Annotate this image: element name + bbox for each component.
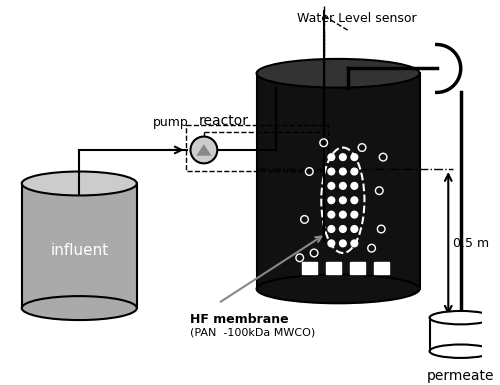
- Circle shape: [351, 240, 358, 247]
- Circle shape: [351, 197, 358, 204]
- Ellipse shape: [22, 171, 137, 196]
- Text: reactor: reactor: [199, 114, 249, 128]
- Text: permeate: permeate: [427, 370, 494, 383]
- Text: HF membrane: HF membrane: [190, 313, 288, 326]
- Circle shape: [328, 154, 334, 161]
- Circle shape: [190, 137, 218, 163]
- Text: 0.5 m: 0.5 m: [453, 237, 489, 250]
- Circle shape: [340, 168, 346, 175]
- Text: influent: influent: [50, 243, 108, 258]
- Bar: [302, 262, 317, 274]
- Circle shape: [351, 182, 358, 189]
- Bar: [326, 262, 341, 274]
- Circle shape: [328, 226, 334, 233]
- Polygon shape: [256, 73, 420, 289]
- Text: (PAN  -100kDa MWCO): (PAN -100kDa MWCO): [190, 327, 315, 337]
- Circle shape: [340, 154, 346, 161]
- Circle shape: [351, 154, 358, 161]
- Circle shape: [328, 197, 334, 204]
- Circle shape: [351, 168, 358, 175]
- Circle shape: [351, 211, 358, 218]
- Circle shape: [340, 211, 346, 218]
- Circle shape: [340, 197, 346, 204]
- Circle shape: [328, 168, 334, 175]
- Ellipse shape: [256, 275, 420, 303]
- Circle shape: [340, 226, 346, 233]
- Polygon shape: [196, 144, 212, 156]
- Text: pump: pump: [152, 116, 188, 129]
- Bar: [350, 262, 365, 274]
- Text: Water Level sensor: Water Level sensor: [298, 12, 417, 25]
- Polygon shape: [22, 184, 137, 308]
- Ellipse shape: [22, 296, 137, 320]
- Circle shape: [328, 240, 334, 247]
- Ellipse shape: [256, 59, 420, 88]
- Ellipse shape: [430, 311, 492, 325]
- Circle shape: [328, 182, 334, 189]
- Polygon shape: [430, 318, 492, 351]
- Circle shape: [340, 182, 346, 189]
- Circle shape: [351, 226, 358, 233]
- Bar: [374, 262, 389, 274]
- Circle shape: [328, 211, 334, 218]
- Ellipse shape: [430, 345, 492, 358]
- Circle shape: [340, 240, 346, 247]
